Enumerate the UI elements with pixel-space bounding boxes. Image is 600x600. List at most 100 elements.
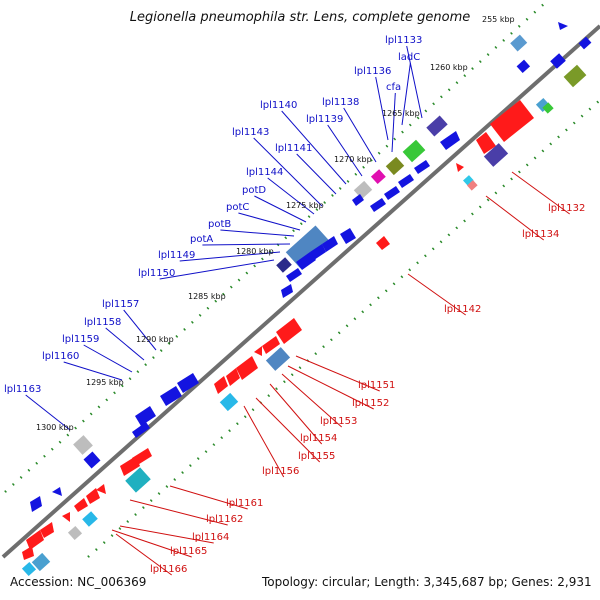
- reverse-gene-label-10: lpl1162: [206, 514, 243, 525]
- feature-block: [52, 487, 62, 496]
- forward-gene-label-20: lpl1163: [4, 384, 41, 395]
- feature-block: [516, 59, 531, 74]
- forward-gene-label-13: potA: [190, 234, 213, 245]
- feature-block: [86, 488, 100, 504]
- feature-block: [384, 186, 400, 200]
- reverse-callout-line-4: [287, 365, 374, 410]
- feature-block: [352, 194, 364, 206]
- reverse-gene-label-9: lpl1161: [226, 498, 263, 509]
- feature-block: [563, 64, 587, 88]
- feature-block: [558, 22, 568, 30]
- feature-block: [62, 512, 70, 522]
- forward-gene-label-9: lpl1144: [246, 167, 283, 178]
- forward-gene-label-18: lpl1159: [62, 334, 99, 345]
- forward-callout-line-3: [391, 92, 396, 153]
- feature-block: [490, 100, 534, 142]
- forward-callout-line-2: [375, 76, 389, 141]
- feature-block: [26, 530, 44, 550]
- forward-gene-label-4: lpl1138: [322, 97, 359, 108]
- reverse-callout-line-0: [511, 171, 570, 215]
- tick-label-8: 1295 kbp: [86, 378, 124, 387]
- feature-block: [510, 34, 528, 52]
- forward-gene-label-16: lpl1157: [102, 299, 139, 310]
- feature-block: [67, 525, 83, 541]
- genome-title: Legionella pneumophila str. Lens, comple…: [129, 10, 471, 25]
- feature-block: [440, 131, 460, 150]
- reverse-callout-line-13: [115, 533, 172, 576]
- forward-callout-line-16: [123, 309, 157, 351]
- forward-callout-line-5: [327, 124, 363, 177]
- forward-callout-line-18: [83, 344, 133, 373]
- feature-block: [476, 132, 496, 154]
- topology-text: Topology: circular; Length: 3,345,687 bp…: [262, 575, 592, 589]
- feature-block: [276, 318, 302, 344]
- forward-gene-label-10: potD: [242, 185, 266, 196]
- feature-block: [276, 257, 292, 273]
- feature-block: [463, 175, 474, 186]
- feature-block: [376, 236, 390, 250]
- reverse-callout-line-7: [255, 397, 321, 463]
- feature-block: [82, 511, 98, 527]
- inner-dotted-track: [87, 99, 600, 558]
- feature-block: [542, 102, 554, 114]
- tick-label-5: 1280 kbp: [236, 247, 274, 256]
- reverse-gene-label-5: lpl1153: [320, 416, 357, 427]
- feature-block: [31, 552, 51, 572]
- forward-callout-line-14: [179, 251, 281, 262]
- feature-block: [370, 169, 386, 185]
- reverse-callout-line-3: [295, 355, 380, 392]
- feature-block: [73, 435, 93, 455]
- label-callouts: lpl1133 ladC lpl1136 cfa lpl1138 lpl1139 lpl11…: [4, 35, 585, 576]
- forward-gene-label-3: cfa: [386, 82, 401, 93]
- reverse-callout-line-11: [119, 525, 214, 544]
- forward-callout-line-11: [238, 212, 301, 231]
- forward-callout-line-6: [281, 110, 347, 185]
- forward-callout-line-9: [267, 177, 315, 215]
- forward-gene-label-11: potC: [226, 202, 249, 213]
- forward-callout-line-8: [253, 137, 323, 207]
- feature-block: [214, 376, 228, 394]
- forward-callout-line-7: [296, 153, 337, 195]
- tick-label-4: 1275 kbp: [286, 201, 324, 210]
- feature-block: [402, 139, 426, 163]
- reverse-callout-line-6: [269, 383, 323, 445]
- reverse-gene-label-7: lpl1155: [298, 451, 335, 462]
- forward-gene-label-0: lpl1133: [385, 35, 422, 46]
- tick-label-2: 1265 kbp: [382, 109, 420, 118]
- feature-block: [467, 180, 478, 191]
- reverse-gene-label-3: lpl1151: [358, 380, 395, 391]
- forward-callout-line-17: [105, 327, 145, 361]
- forward-gene-label-19: lpl1160: [42, 351, 79, 362]
- tick-label-9: 1300 kbp: [36, 423, 74, 432]
- feature-block: [483, 143, 509, 167]
- tick-label-0: 255 kbp: [482, 15, 515, 24]
- feature-block: [226, 368, 240, 386]
- feature-block: [296, 252, 316, 270]
- forward-gene-label-6: lpl1140: [260, 100, 297, 111]
- feature-track: [21, 22, 592, 577]
- feature-block: [74, 498, 88, 512]
- feature-block: [398, 174, 414, 188]
- feature-block: [414, 160, 430, 174]
- reverse-gene-label-1: lpl1134: [522, 229, 559, 240]
- forward-gene-label-2: lpl1136: [354, 66, 391, 77]
- reverse-gene-label-4: lpl1152: [352, 398, 389, 409]
- feature-block: [370, 198, 386, 212]
- tick-label-6: 1285 kbp: [188, 292, 226, 301]
- feature-block: [262, 336, 280, 354]
- forward-callout-line-13: [202, 243, 291, 246]
- feature-block: [236, 356, 258, 380]
- feature-block: [83, 451, 101, 469]
- feature-block: [578, 36, 592, 50]
- reverse-gene-label-11: lpl1164: [192, 532, 229, 543]
- forward-gene-label-7: lpl1141: [275, 143, 312, 154]
- feature-block: [281, 284, 293, 298]
- forward-callout-line-10: [254, 195, 307, 223]
- feature-block: [353, 180, 373, 200]
- feature-block: [21, 561, 37, 577]
- feature-block: [254, 346, 262, 356]
- reverse-callout-line-10: [129, 499, 228, 526]
- feature-block: [456, 163, 464, 172]
- feature-block: [135, 406, 156, 426]
